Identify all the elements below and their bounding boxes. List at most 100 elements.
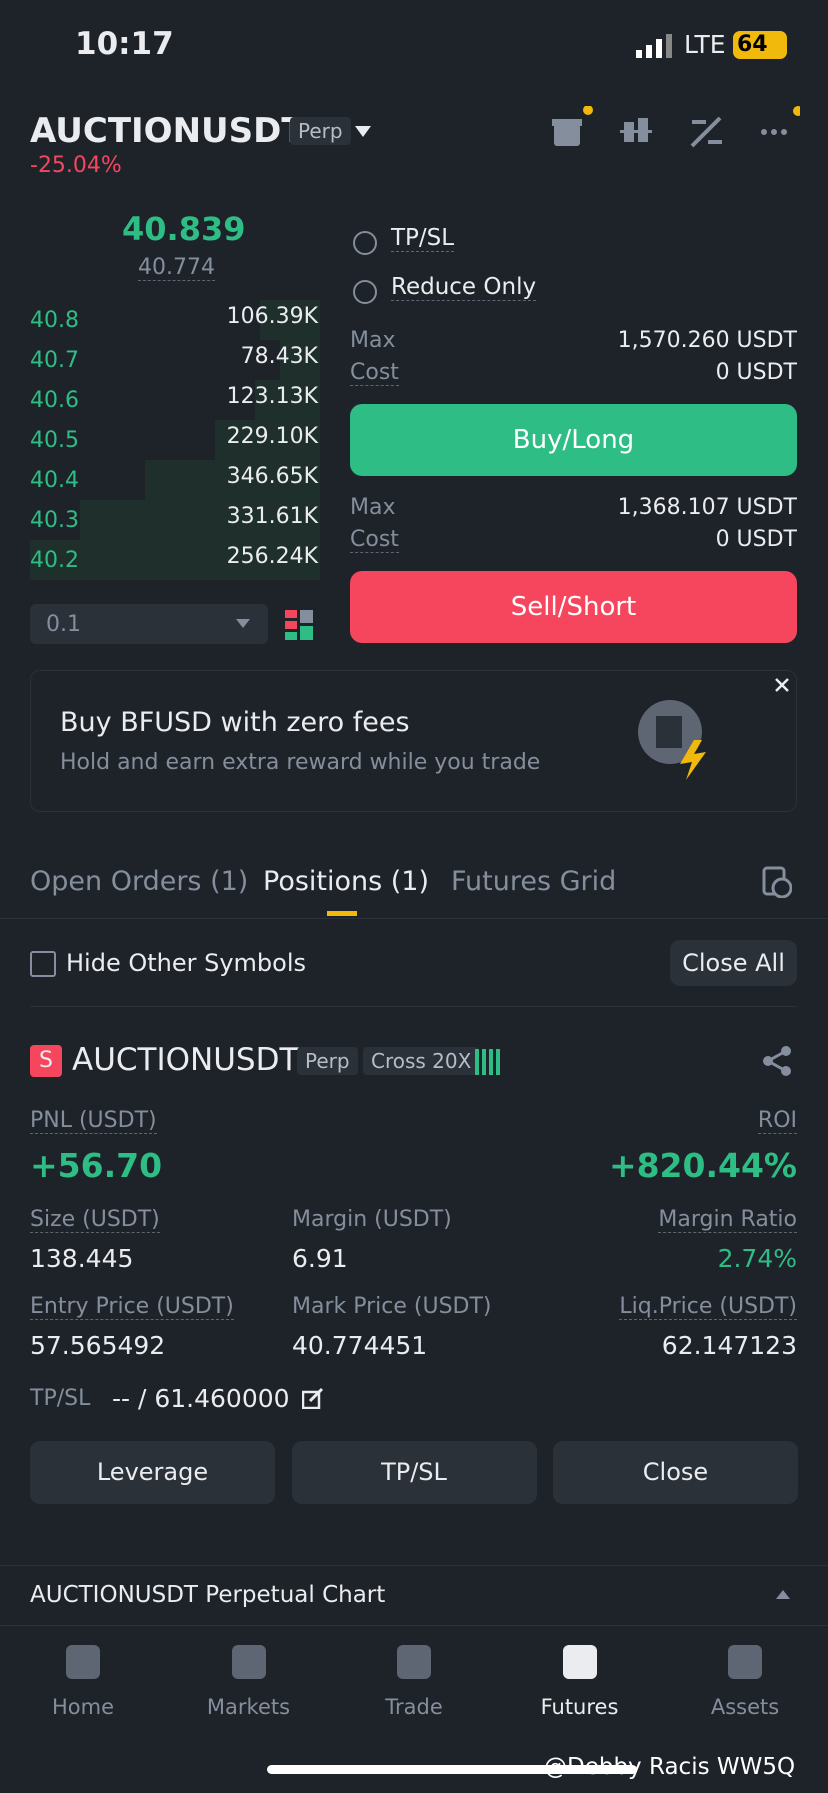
- position-tag: Perp: [297, 1047, 358, 1075]
- nav-icon[interactable]: [562, 1645, 597, 1679]
- position-tag: Cross 20X: [363, 1047, 480, 1075]
- last-price: 40.839: [122, 210, 246, 248]
- edit-icon[interactable]: [302, 1387, 324, 1409]
- divider: [30, 1006, 797, 1007]
- nav-icon[interactable]: [728, 1645, 762, 1679]
- symbol[interactable]: AUCTIONUSDT: [30, 111, 305, 151]
- field-value: 40.774451: [292, 1331, 428, 1360]
- divider: [0, 918, 828, 919]
- field-value: 2.74%: [717, 1244, 797, 1273]
- position-button[interactable]: Leverage: [30, 1441, 275, 1504]
- sell-button[interactable]: Sell/Short: [350, 571, 797, 643]
- max-value: 1,368.107 USDT: [617, 495, 797, 520]
- tab[interactable]: Positions (1): [263, 866, 430, 897]
- field-label: Mark Price (USDT): [292, 1294, 492, 1319]
- price-change: -25.04%: [30, 153, 122, 178]
- nav-label[interactable]: Trade: [385, 1695, 443, 1719]
- watermark: @Debby Racis WW5Q: [544, 1754, 796, 1780]
- close-all-button[interactable]: Close All: [670, 940, 797, 986]
- radio[interactable]: [353, 231, 377, 255]
- nav-label[interactable]: Assets: [710, 1695, 780, 1719]
- bid-price: 40.7: [30, 348, 79, 373]
- nav-icon[interactable]: [66, 1645, 100, 1679]
- max-label: Max: [350, 328, 396, 353]
- field-label: Liq.Price (USDT): [619, 1294, 797, 1320]
- option-label: TP/SL: [391, 225, 455, 252]
- field-label: Margin Ratio: [658, 1207, 797, 1233]
- tab[interactable]: Open Orders (1): [30, 866, 249, 897]
- bid-price: 40.3: [30, 508, 79, 533]
- banner[interactable]: [30, 670, 797, 812]
- side-badge: S: [30, 1045, 62, 1077]
- position-button[interactable]: TP/SL: [291, 1441, 537, 1504]
- max-label: Max: [350, 495, 396, 520]
- nav-icon[interactable]: [231, 1645, 266, 1679]
- banner-title: Buy BFUSD with zero fees: [60, 707, 410, 738]
- bid-price: 40.2: [30, 548, 79, 573]
- cost-value: 0 USDT: [715, 360, 797, 385]
- pnl-label: PNL (USDT): [30, 1108, 157, 1134]
- position-button[interactable]: Close: [553, 1441, 798, 1504]
- tab-underline: [327, 911, 357, 916]
- cost-value: 0 USDT: [715, 527, 797, 552]
- bid-price: 40.5: [30, 428, 79, 453]
- nav-label[interactable]: Futures: [540, 1695, 619, 1719]
- layout-icon[interactable]: [285, 610, 313, 640]
- roi: +820.44%: [608, 1146, 797, 1185]
- radio[interactable]: [353, 280, 377, 304]
- bid-amount: 256.24K: [226, 544, 318, 569]
- position-symbol: AUCTIONUSDT: [72, 1042, 299, 1078]
- depth-bars: [30, 300, 320, 580]
- header-icons[interactable]: [550, 106, 800, 152]
- bid-amount: 78.43K: [240, 344, 318, 369]
- history-icon[interactable]: [762, 866, 792, 898]
- field-value: 62.147123: [661, 1331, 797, 1360]
- field-value: 6.91: [292, 1244, 348, 1273]
- chart-bar[interactable]: AUCTIONUSDT Perpetual Chart: [30, 1582, 386, 1608]
- battery: 64: [733, 31, 787, 59]
- nav-icon[interactable]: [397, 1645, 431, 1679]
- field-label: Margin (USDT): [292, 1207, 452, 1232]
- nav-label[interactable]: Home: [51, 1695, 114, 1719]
- tpsl-label: TP/SL: [30, 1386, 91, 1411]
- field-value: 57.565492: [30, 1331, 166, 1360]
- share-icon[interactable]: [762, 1046, 792, 1076]
- mark-price: 40.774: [138, 255, 215, 281]
- bid-price: 40.8: [30, 308, 79, 333]
- roi-label: ROI: [757, 1108, 797, 1134]
- step-select[interactable]: [30, 604, 268, 644]
- perp-tag: Perp: [290, 117, 351, 145]
- pnl: +56.70: [30, 1146, 163, 1185]
- dropdown-icon[interactable]: [355, 126, 371, 138]
- home-indicator: [267, 1765, 637, 1774]
- step-arrow: [236, 619, 250, 628]
- bid-amount: 331.61K: [226, 504, 318, 529]
- bid-amount: 346.65K: [226, 464, 318, 489]
- field-label: Entry Price (USDT): [30, 1294, 234, 1320]
- field-label: Size (USDT): [30, 1207, 160, 1233]
- tpsl-value: -- / 61.460000: [112, 1384, 290, 1413]
- max-value: 1,570.260 USDT: [617, 328, 797, 353]
- time: 10:17: [75, 26, 174, 62]
- banner-icon: [638, 700, 706, 780]
- bid-amount: 106.39K: [226, 304, 318, 329]
- cost-label: Cost: [350, 360, 399, 386]
- nav-label[interactable]: Markets: [206, 1695, 291, 1719]
- step-value: 0.1: [46, 612, 81, 637]
- hide-label: Hide Other Symbols: [66, 949, 307, 977]
- bid-amount: 123.13K: [226, 384, 318, 409]
- network: LTE: [684, 30, 726, 59]
- banner-close[interactable]: [774, 677, 790, 693]
- chart-toggle[interactable]: [776, 1590, 790, 1600]
- signal-icon: [636, 34, 672, 58]
- tab[interactable]: Futures Grid: [451, 866, 617, 897]
- bid-price: 40.6: [30, 388, 79, 413]
- option-label: Reduce Only: [391, 274, 537, 301]
- buy-button[interactable]: Buy/Long: [350, 404, 797, 476]
- bid-price: 40.4: [30, 468, 79, 493]
- divider: [0, 1565, 828, 1566]
- checkbox[interactable]: [30, 951, 56, 977]
- banner-subtitle: Hold and earn extra reward while you tra…: [60, 750, 541, 775]
- field-value: 138.445: [30, 1244, 134, 1273]
